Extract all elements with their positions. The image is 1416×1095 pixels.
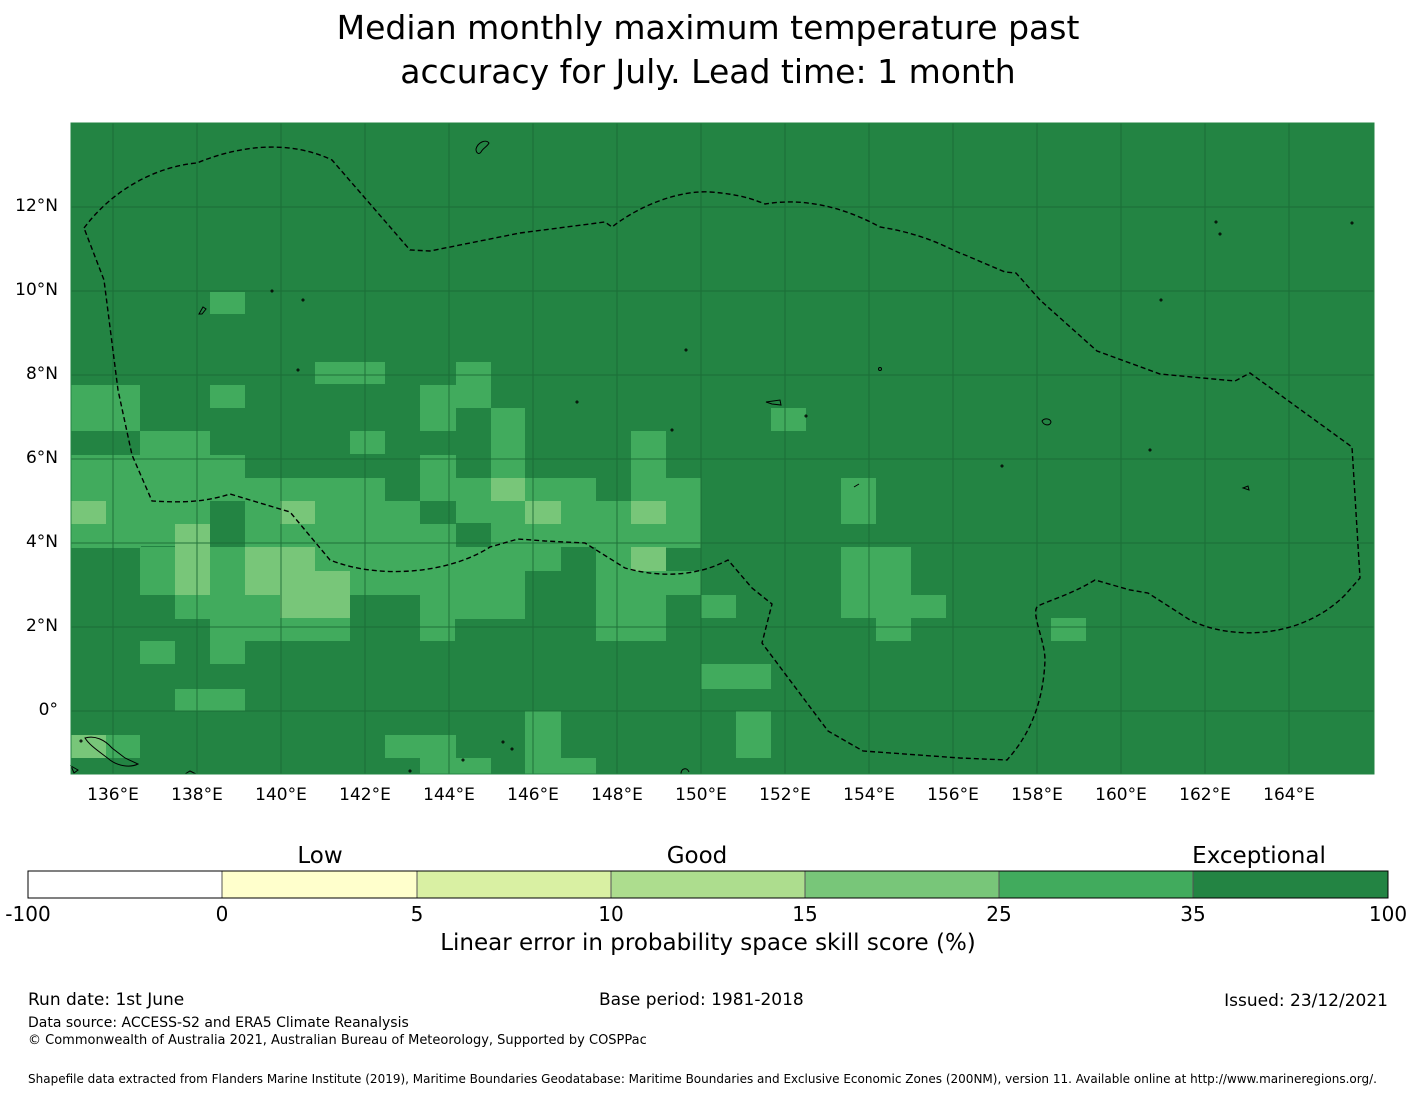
lon-label-152e: 152°E xyxy=(759,785,811,805)
colorbar-tick: 25 xyxy=(986,902,1012,926)
base-period: Base period: 1981-2018 xyxy=(599,990,804,1010)
lon-label-150e: 150°E xyxy=(675,785,727,805)
lon-label-148e: 148°E xyxy=(591,785,643,805)
colorbar-tick: 35 xyxy=(1180,902,1206,926)
skill-cells xyxy=(71,292,1086,774)
lon-label-136e: 136°E xyxy=(87,785,139,805)
colorbar-segment-5 xyxy=(805,871,999,898)
legend-category-low: Low xyxy=(297,843,343,869)
title-line-1: Median monthly maximum temperature past xyxy=(336,8,1080,47)
colorbar-tick: 5 xyxy=(410,902,424,926)
shapefile-credit: Shapefile data extracted from Flanders M… xyxy=(28,1072,1377,1086)
legend-category-good: Good xyxy=(666,843,728,869)
colorbar-frame xyxy=(27,870,1389,899)
colorbar-title: Linear error in probability space skill … xyxy=(440,930,976,956)
colorbar-segment-7 xyxy=(1193,871,1388,898)
lat-label-2n: 2°N xyxy=(25,616,58,636)
copyright: © Commonwealth of Australia 2021, Austra… xyxy=(28,1033,647,1048)
lon-label-138e: 138°E xyxy=(171,785,223,805)
lon-label-142e: 142°E xyxy=(339,785,391,805)
colorbar-tick: 0 xyxy=(215,902,229,926)
issued-date: Issued: 23/12/2021 xyxy=(1224,991,1388,1011)
colorbar-tick: -100 xyxy=(5,902,51,926)
lat-label-0: 0° xyxy=(38,700,58,720)
lat-label-12n: 12°N xyxy=(15,196,58,216)
data-source: Data source: ACCESS-S2 and ERA5 Climate … xyxy=(28,1015,409,1031)
lat-label-8n: 8°N xyxy=(25,364,58,384)
lon-label-146e: 146°E xyxy=(507,785,559,805)
colorbar-segment-4 xyxy=(611,871,805,898)
colorbar-segment-1 xyxy=(28,871,222,898)
landmass-outlines xyxy=(69,140,1354,775)
lon-label-154e: 154°E xyxy=(843,785,895,805)
map-frame xyxy=(70,122,1375,775)
title-line-2: accuracy for July. Lead time: 1 month xyxy=(400,52,1016,91)
colorbar-tick: 100 xyxy=(1368,902,1408,926)
lon-label-164e: 164°E xyxy=(1263,785,1315,805)
map-gridlines xyxy=(71,123,1374,774)
eez-boundary xyxy=(83,146,1361,761)
map-title: Median monthly maximum temperature past … xyxy=(0,6,1416,94)
lon-label-140e: 140°E xyxy=(255,785,307,805)
lon-label-158e: 158°E xyxy=(1011,785,1063,805)
run-date: Run date: 1st June xyxy=(28,990,185,1010)
colorbar-tick: 10 xyxy=(598,902,624,926)
lon-label-156e: 156°E xyxy=(927,785,979,805)
legend-category-exceptional: Exceptional xyxy=(1192,843,1326,869)
colorbar xyxy=(27,870,1389,899)
lon-label-144e: 144°E xyxy=(423,785,475,805)
colorbar-segment-3 xyxy=(417,871,611,898)
colorbar-tick: 15 xyxy=(792,902,818,926)
colorbar-segment-6 xyxy=(999,871,1193,898)
lat-label-10n: 10°N xyxy=(15,280,58,300)
lat-label-4n: 4°N xyxy=(25,532,58,552)
lon-label-162e: 162°E xyxy=(1179,785,1231,805)
lat-label-6n: 6°N xyxy=(25,448,58,468)
lon-label-160e: 160°E xyxy=(1095,785,1147,805)
colorbar-segment-2 xyxy=(222,871,417,898)
